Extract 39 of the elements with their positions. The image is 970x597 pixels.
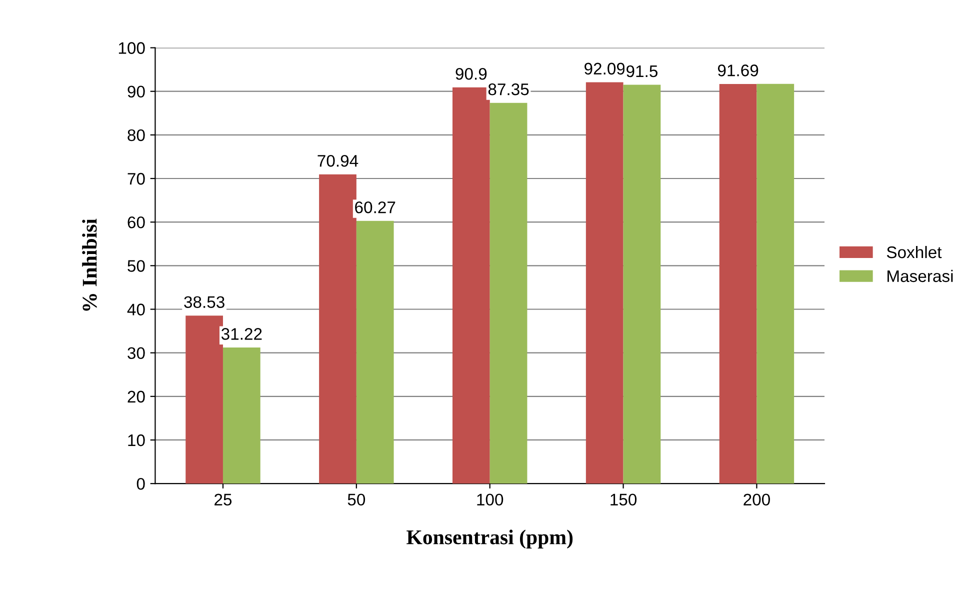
x-tick-label: 25 bbox=[214, 494, 232, 506]
legend-label: Maserasi bbox=[888, 270, 953, 282]
bar bbox=[319, 174, 356, 484]
y-tick-label: 50 bbox=[128, 260, 145, 272]
data-label: 91.69 bbox=[718, 64, 758, 76]
legend-label: Soxhlet bbox=[886, 246, 942, 258]
bar bbox=[756, 84, 794, 484]
x-axis-title: Konsentrasi (ppm) bbox=[406, 530, 573, 549]
y-tick-label: 80 bbox=[128, 129, 145, 142]
data-label: 90.9 bbox=[456, 68, 487, 80]
x-tick-label: 200 bbox=[744, 494, 770, 506]
data-label: 31.22 bbox=[221, 328, 262, 340]
x-tick-label: 100 bbox=[477, 494, 504, 506]
bar bbox=[490, 102, 528, 484]
data-label: 91.5 bbox=[626, 65, 658, 78]
bar bbox=[222, 348, 260, 484]
data-label: 92.09 bbox=[584, 62, 625, 75]
y-tick-label: 40 bbox=[127, 304, 145, 316]
bar bbox=[586, 82, 624, 484]
bar bbox=[623, 84, 661, 484]
y-axis-title: % Inhibisi bbox=[82, 218, 97, 311]
y-tick-label: 20 bbox=[128, 390, 145, 403]
data-label: 60.27 bbox=[355, 201, 396, 214]
y-tick-label: 100 bbox=[118, 42, 145, 54]
y-tick-label: 60 bbox=[128, 216, 145, 228]
y-tick-label: 10 bbox=[128, 434, 145, 446]
y-tick-label: 0 bbox=[136, 478, 145, 490]
data-label: 38.53 bbox=[184, 296, 224, 308]
bar bbox=[356, 220, 394, 484]
bar bbox=[186, 316, 223, 484]
x-tick-label: 150 bbox=[610, 494, 637, 506]
bar bbox=[719, 84, 757, 484]
bar bbox=[452, 87, 490, 484]
y-tick-label: 70 bbox=[128, 172, 145, 185]
y-tick-label: 30 bbox=[128, 347, 145, 360]
y-tick-label: 90 bbox=[128, 86, 145, 98]
x-tick-label: 50 bbox=[348, 494, 366, 506]
data-label: 70.94 bbox=[318, 154, 358, 167]
data-label: 87.35 bbox=[488, 83, 529, 96]
